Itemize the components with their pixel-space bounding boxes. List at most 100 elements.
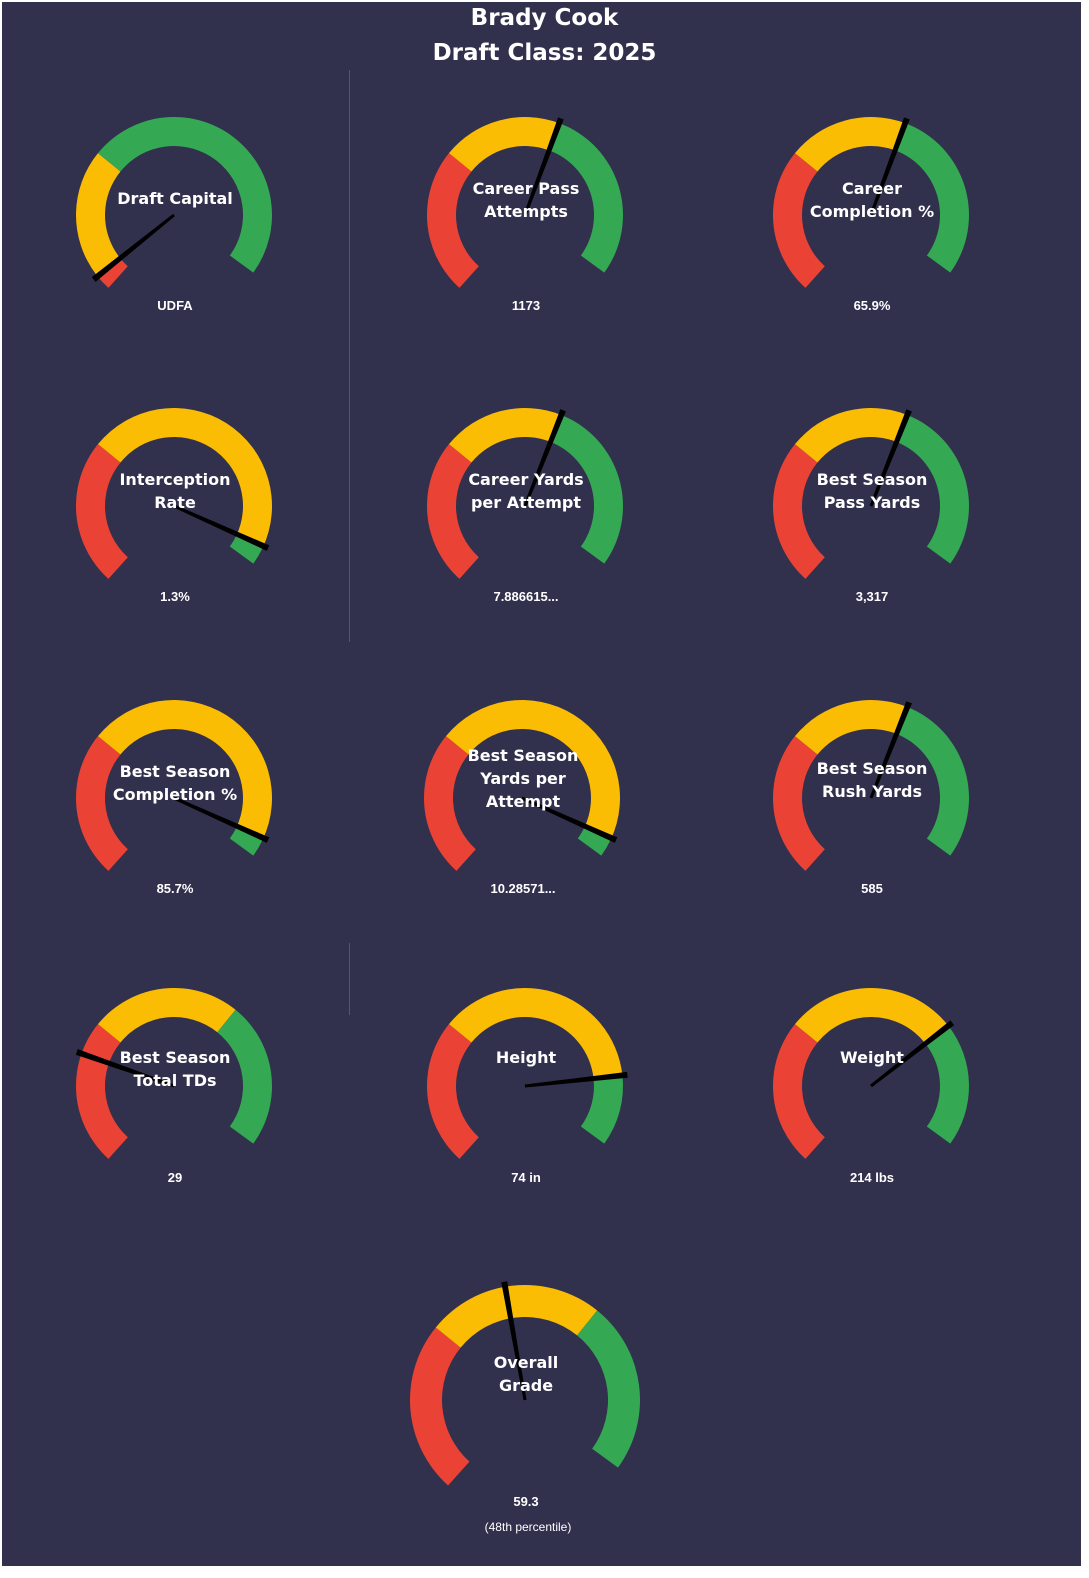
gauge-value: UDFA: [157, 298, 193, 313]
gauge-title: Best Season: [468, 746, 579, 765]
gauge-low-band: [773, 153, 825, 288]
gauge-title: Draft Capital: [117, 189, 233, 208]
gauge-low-band: [75, 1024, 128, 1159]
gauge-high-band: [549, 123, 623, 273]
gauge-mid-band: [97, 988, 236, 1043]
gauge-mid-band: [794, 988, 949, 1044]
gauge-best-season-pass-yards: Best Season Pass Yards 3,317: [773, 408, 969, 604]
gauge-interception-rate: Interception Rate 1.3%: [76, 407, 273, 604]
gauge-needle: [501, 1281, 527, 1401]
gauge-low-band: [424, 736, 476, 871]
gauge-low-band: [410, 1327, 470, 1486]
gauge-high-band: [577, 827, 611, 856]
gauge-mid-band: [448, 116, 560, 172]
gauge-mid-band: [448, 408, 562, 463]
gauge-career-pass-attempts: Career Pass Attempts 1173: [427, 116, 623, 313]
gauge-value: 214 lbs: [850, 1170, 894, 1185]
gauge-needle: [869, 409, 912, 507]
gauge-high-band: [217, 1009, 272, 1144]
gauge-high-band: [229, 827, 263, 856]
gauge-title: Best Season: [120, 762, 231, 781]
gauge-mid-band: [445, 700, 620, 841]
left-edge-notch: [0, 652, 2, 654]
gauge-value: 85.7%: [157, 881, 194, 896]
draft-class-subtitle: Draft Class: 2025: [432, 40, 657, 66]
gauge-needle: [173, 504, 270, 551]
gauge-value: 10.28571...: [490, 881, 555, 896]
gauge-high-band: [550, 414, 623, 564]
page-title: Brady Cook: [470, 5, 619, 31]
gauge-value: 59.3: [513, 1494, 538, 1509]
gauge-mid-band: [435, 1285, 598, 1348]
gauge-low-band: [427, 444, 479, 579]
gauge-title: Overall: [494, 1353, 559, 1372]
gauge-best-season-yards-per-attempt: Best Season Yards per Attempt 10.28571...: [424, 700, 620, 896]
gauge-high-band: [577, 1310, 640, 1468]
gauge-career-yards-per-attempt: Career Yards per Attempt 7.886615...: [427, 408, 623, 604]
gauge-needle: [869, 701, 912, 799]
gauge-mid-band: [97, 407, 273, 549]
gauge-mid-band: [794, 117, 906, 172]
gauge-title: Best Season: [817, 759, 928, 778]
gauge-percentile: (48th percentile): [485, 1520, 572, 1534]
gauge-needle: [524, 1071, 628, 1088]
gauge-high-band: [896, 414, 969, 564]
gauge-high-band: [896, 706, 969, 856]
gauge-title: Rate: [154, 493, 196, 512]
gauge-title: Completion %: [113, 785, 237, 804]
gauge-needle: [523, 409, 566, 507]
gauge-title: Rush Yards: [822, 782, 922, 801]
gauge-title: Interception: [119, 470, 230, 489]
gauge-mid-band: [794, 700, 908, 755]
gauge-mid-band: [448, 988, 623, 1079]
gauge-low-band: [426, 1024, 479, 1159]
gauge-low-band: [96, 256, 128, 288]
gauge-value: 7.886615...: [493, 589, 558, 604]
gauge-weight: Weight 214 lbs: [772, 988, 969, 1185]
gauge-best-season-total-tds: Best Season Total TDs 29: [75, 988, 272, 1185]
gauge-best-season-completion-pct: Best Season Completion % 85.7%: [76, 700, 272, 896]
gauge-value: 585: [861, 881, 883, 896]
gauge-title: Yards per: [479, 769, 566, 788]
gauge-title: Completion %: [810, 202, 934, 221]
gauge-high-band: [97, 117, 272, 273]
gauge-mid-band: [794, 408, 908, 463]
gauge-low-band: [772, 1024, 825, 1159]
gauge-value: 3,317: [856, 589, 889, 604]
gauge-needle: [869, 117, 910, 216]
gauge-title: Career Pass: [473, 179, 580, 198]
gauge-needle: [521, 796, 618, 843]
gauge-best-season-rush-yards: Best Season Rush Yards 585: [773, 700, 969, 896]
gauge-height: Height 74 in: [426, 988, 628, 1185]
gauge-title: Pass Yards: [824, 493, 921, 512]
gauge-high-band: [229, 535, 263, 564]
gauge-title: Grade: [499, 1376, 553, 1395]
gauge-title: Weight: [840, 1048, 904, 1067]
gauge-high-band: [895, 123, 969, 273]
gauge-low-band: [773, 736, 825, 871]
gauge-mid-band: [97, 700, 272, 841]
gauge-career-completion-pct: Career Completion % 65.9%: [773, 117, 969, 313]
gauge-needle: [523, 117, 564, 216]
gauge-title: per Attempt: [471, 493, 581, 512]
left-edge-notch: [0, 0, 2, 69]
gauge-title: Career: [842, 179, 902, 198]
gauge-value: 74 in: [511, 1170, 541, 1185]
gauge-needle: [91, 213, 175, 282]
gauge-low-band: [427, 153, 479, 288]
gauge-value: 1.3%: [160, 589, 190, 604]
gauge-value: 1173: [512, 298, 540, 313]
gauge-title: Total TDs: [134, 1071, 217, 1090]
gauge-title: Attempt: [486, 792, 561, 811]
gauge-overall-grade: Overall Grade 59.3 (48th percentile): [410, 1281, 640, 1534]
gauge-high-band: [580, 1075, 623, 1144]
gauge-high-band: [925, 1025, 969, 1144]
gauge-title: Attempts: [484, 202, 568, 221]
gauge-needle: [75, 1049, 175, 1088]
left-edge-notch: [0, 1222, 2, 1234]
gauge-title: Best Season: [817, 470, 928, 489]
gauge-title: Career Yards: [468, 470, 583, 489]
gauge-draft-capital: Draft Capital UDFA: [75, 117, 272, 313]
column-separator: [349, 70, 350, 642]
gauge-needle: [870, 1020, 955, 1088]
